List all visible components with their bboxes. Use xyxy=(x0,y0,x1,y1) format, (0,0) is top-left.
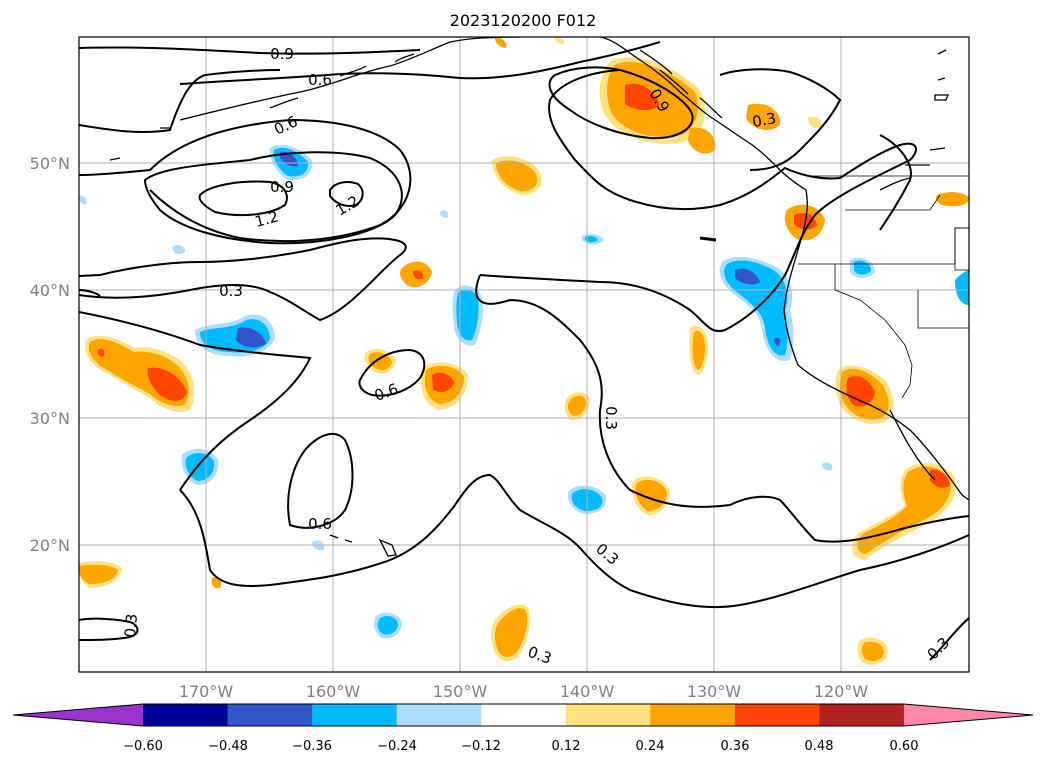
colorbar-segment xyxy=(312,704,398,726)
map-title: 2023120200 F012 xyxy=(450,11,597,30)
borders xyxy=(798,175,969,399)
contour-pacific-mid xyxy=(479,69,917,333)
contour-label: 0.6 xyxy=(308,71,332,89)
contour-label: 0.3 xyxy=(751,109,778,131)
contour-1.2-a xyxy=(198,180,288,217)
contour-0.3-ne xyxy=(719,68,842,171)
colorbar-tick-label: 0.36 xyxy=(721,739,750,754)
contour-1.2-b xyxy=(329,181,364,207)
lon-label-120w: 120°W xyxy=(814,682,869,701)
contour-label: 0.3 xyxy=(219,282,243,300)
contour-0.9-closed xyxy=(143,151,403,245)
colorbar-extend-max xyxy=(903,704,1033,726)
lon-label-170w: 170°W xyxy=(179,682,234,701)
contour-0.3-center xyxy=(475,274,969,543)
colorbar-extend-min xyxy=(13,704,143,726)
colorbar-tick-labels: −0.60 −0.48 −0.36 −0.24 −0.12 0.12 0.24 … xyxy=(123,739,918,754)
longitude-labels: 170°W 160°W 150°W 140°W 130°W 120°W xyxy=(179,682,869,701)
colorbar-segment xyxy=(650,704,736,726)
lon-label-130w: 130°W xyxy=(687,682,742,701)
contour-0.6-north xyxy=(179,41,661,85)
colorbar-tick-label: 0.12 xyxy=(552,739,581,754)
contour-label: 0.3 xyxy=(602,406,620,430)
contour-label: 1.2 xyxy=(253,207,281,231)
colorbar-segment xyxy=(396,704,482,726)
contour-0.9-bc xyxy=(548,66,694,140)
colorbar-segment xyxy=(819,704,905,726)
colorbar-segment xyxy=(734,704,820,726)
colorbar-segment xyxy=(227,704,313,726)
colorbar-segment xyxy=(481,704,567,726)
contour-label: 0.3 xyxy=(121,613,141,638)
contour-south-main xyxy=(179,473,969,609)
contour-label: 0.6 xyxy=(308,515,332,533)
latitude-labels: 50°N 40°N 30°N 20°N xyxy=(30,154,70,555)
lon-label-140w: 140°W xyxy=(560,682,615,701)
contour-0.9-north xyxy=(79,46,421,55)
lat-label-20n: 20°N xyxy=(30,536,70,555)
colorbar-tick-label: −0.12 xyxy=(461,739,501,754)
lat-label-40n: 40°N xyxy=(30,281,70,300)
colorbar-tick-label: −0.60 xyxy=(123,739,163,754)
contour-0.3-sw xyxy=(79,617,139,641)
contour-east-loop xyxy=(879,134,912,231)
lat-label-30n: 30°N xyxy=(30,409,70,428)
contour-0.6-center xyxy=(358,348,426,397)
contour-label: 0.9 xyxy=(270,178,294,196)
lon-label-150w: 150°W xyxy=(433,682,488,701)
colorbar-tick-label: 0.60 xyxy=(890,739,919,754)
contour-label: 0.9 xyxy=(270,45,294,63)
colorbar-segment xyxy=(143,704,229,726)
coastlines xyxy=(109,37,969,557)
colorbar-outline xyxy=(12,703,1034,727)
colorbar-tick-label: −0.24 xyxy=(377,739,417,754)
contour-0.3-se xyxy=(929,617,969,661)
contour-0.6-west xyxy=(79,118,412,243)
contour-outer-west xyxy=(79,69,281,134)
colorbar-tick-label: −0.36 xyxy=(292,739,332,754)
colorbar-tick-label: 0.24 xyxy=(636,739,665,754)
contour-0.6-south xyxy=(287,432,354,529)
contour-0.3-main xyxy=(79,311,312,491)
graticule xyxy=(79,37,969,672)
colorbar-tick-label: −0.48 xyxy=(208,739,248,754)
positive-anomaly-areas xyxy=(79,37,969,665)
map-frame xyxy=(78,36,970,673)
map-panel: 0.9 0.6 0.6 0.9 1.2 1.2 0.9 0.3 0.3 0.6 … xyxy=(79,37,969,672)
colorbar-segment xyxy=(565,704,651,726)
contour-west-edge xyxy=(79,289,101,297)
colorbar xyxy=(12,703,1034,727)
lon-label-160w: 160°W xyxy=(306,682,361,701)
colorbar-tick-label: 0.48 xyxy=(805,739,834,754)
lat-label-50n: 50°N xyxy=(30,154,70,173)
contours xyxy=(79,41,969,661)
contour-0.3-west xyxy=(79,237,407,322)
